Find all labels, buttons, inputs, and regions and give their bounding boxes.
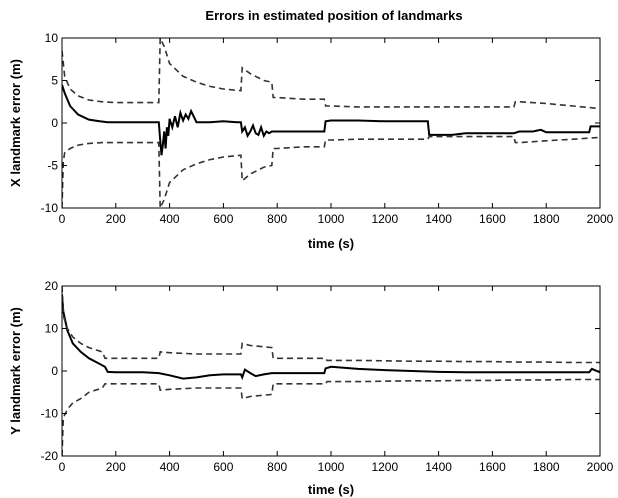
y-tick-label: 5	[51, 74, 58, 88]
x-tick-label: 1800	[533, 460, 560, 474]
series-estimate-error-line-2-1	[62, 294, 600, 381]
series-bound-line-1-2	[62, 38, 600, 110]
figure-title: Errors in estimated position of landmark…	[205, 8, 462, 23]
x-tick-label: 200	[106, 212, 126, 226]
x-tick-label: 0	[59, 460, 66, 474]
y-tick-label: 0	[51, 116, 58, 130]
series-bound-line-2-3	[62, 378, 600, 456]
x-axis-label: time (s)	[308, 236, 354, 251]
series-bound-line-2-2	[62, 286, 600, 364]
x-tick-label: 1400	[425, 460, 452, 474]
x-tick-label: 0	[59, 212, 66, 226]
x-tick-label: 1200	[371, 212, 398, 226]
plots-container: 0 200 400 600 800 1000 1200 1400 1600 1800 2000-10…	[8, 31, 614, 497]
x-tick-label: 800	[267, 212, 287, 226]
x-tick-label: 1600	[479, 212, 506, 226]
subplot-2: 0 200 400 600 800 1000 1200 1400 1600 1800 2000-20…	[8, 279, 614, 497]
y-tick-label: -10	[41, 201, 59, 215]
subplot-1: 0 200 400 600 800 1000 1200 1400 1600 1800 2000 -10…	[8, 31, 614, 251]
x-tick-label: 400	[160, 212, 180, 226]
y-tick-label: -20	[41, 449, 59, 463]
x-tick-label: 1000	[318, 212, 345, 226]
y-tick-label: -10	[41, 407, 59, 421]
x-tick-label: 800	[267, 460, 287, 474]
axes-frame-2	[61, 285, 601, 457]
y-tick-label: 0	[51, 364, 58, 378]
y-tick-label: 20	[45, 279, 59, 293]
x-tick-label: 1400	[425, 212, 452, 226]
x-tick-label: 2000	[587, 212, 614, 226]
x-tick-label: 1200	[371, 460, 398, 474]
x-tick-label: 200	[106, 460, 126, 474]
x-axis-label: time (s)	[308, 482, 354, 497]
x-tick-label: 1600	[479, 460, 506, 474]
x-tick-label: 600	[213, 460, 233, 474]
series-estimate-error-line-1-1	[62, 84, 600, 156]
y-tick-label: -5	[47, 159, 58, 173]
y-tick-label: 10	[45, 322, 59, 336]
x-tick-label: 600	[213, 212, 233, 226]
series-bound-line-1-3	[62, 135, 600, 208]
y-tick-label: 10	[45, 31, 59, 45]
y-axis-label: Y landmark error (m)	[8, 307, 23, 435]
y-axis-label: X landmark error (m)	[8, 59, 23, 187]
x-tick-label: 2000	[587, 460, 614, 474]
x-tick-label: 1800	[533, 212, 560, 226]
x-tick-label: 400	[160, 460, 180, 474]
x-tick-label: 1000	[318, 460, 345, 474]
